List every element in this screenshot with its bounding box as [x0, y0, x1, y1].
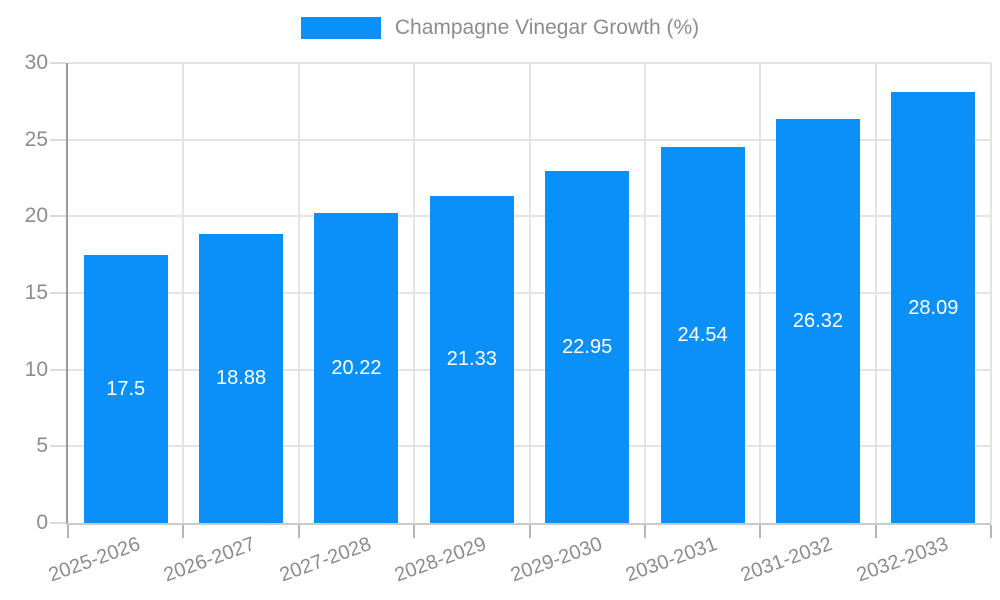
x-axis-line — [66, 523, 991, 525]
v-gridline — [528, 63, 531, 523]
bar-2026-2027: 18.88 — [199, 233, 284, 523]
y-tick-mark — [50, 292, 66, 294]
legend-swatch — [300, 17, 381, 39]
v-gridline — [990, 63, 992, 523]
x-tick-mark — [413, 525, 416, 538]
v-gridline — [759, 63, 762, 523]
bar-value-label: 24.54 — [677, 323, 728, 346]
x-tick-mark — [67, 525, 69, 538]
x-tick-mark — [182, 525, 185, 538]
bar-value-label: 18.88 — [216, 367, 267, 390]
x-axis-tick-label: 2028-2029 — [391, 533, 490, 587]
v-gridline — [297, 63, 300, 523]
plot-area: 17.5 18.88 20.22 21.33 22.95 24.54 26.32 28.09 … — [25, 51, 992, 586]
x-axis-tick-label: 2027-2028 — [276, 533, 374, 587]
chart-legend[interactable]: Champagne Vinegar Growth (%) — [0, 17, 1000, 39]
v-gridline — [643, 63, 646, 523]
y-tick-mark — [50, 62, 66, 64]
bar-value-label: 17.5 — [106, 377, 146, 400]
x-axis-tick-label: 2030-2031 — [622, 533, 721, 587]
bar-2030-2031: 24.54 — [660, 146, 745, 523]
x-axis-tick-label: 2029-2030 — [507, 533, 605, 587]
y-tick-mark — [50, 522, 66, 524]
y-axis-line — [66, 63, 68, 523]
bar-2029-2030: 22.95 — [545, 171, 630, 523]
v-gridline — [874, 63, 877, 523]
x-tick-mark — [643, 525, 646, 538]
x-axis-tick-label: 2025-2026 — [45, 533, 144, 587]
x-axis-tick-label: 2032-2033 — [853, 533, 951, 587]
y-axis-tick-label: 15 — [24, 281, 48, 304]
y-axis-tick-label: 0 — [36, 511, 48, 534]
y-tick-mark — [50, 445, 66, 448]
bar-value-label: 22.95 — [562, 336, 613, 359]
x-tick-mark — [528, 525, 531, 538]
y-axis-tick-label: 20 — [24, 204, 48, 228]
legend-label: Champagne Vinegar Growth (%) — [394, 16, 700, 39]
bar-value-label: 21.33 — [446, 348, 497, 371]
y-axis-tick-label: 10 — [24, 357, 48, 381]
x-tick-mark — [990, 525, 992, 538]
x-tick-mark — [759, 525, 762, 538]
y-axis-tick-label: 25 — [24, 127, 48, 151]
bar-value-label: 28.09 — [908, 296, 959, 319]
y-tick-mark — [50, 215, 66, 218]
bar-2028-2029: 21.33 — [429, 195, 514, 523]
bar-2027-2028: 20.22 — [314, 212, 399, 523]
bar-2025-2026: 17.5 — [83, 254, 168, 523]
y-axis-tick-label: 30 — [24, 51, 48, 74]
bar-value-label: 20.22 — [331, 356, 382, 379]
x-tick-mark — [874, 525, 877, 538]
x-tick-mark — [297, 525, 300, 538]
bar-2032-2033: 28.09 — [891, 92, 976, 523]
y-tick-mark — [50, 368, 66, 371]
x-axis-tick-label: 2031-2032 — [738, 533, 836, 587]
y-axis-tick-label: 5 — [36, 434, 48, 458]
bar-value-label: 26.32 — [792, 310, 843, 333]
bar-2031-2032: 26.32 — [775, 119, 860, 523]
v-gridline — [182, 63, 185, 523]
y-tick-mark — [50, 138, 66, 141]
v-gridline — [413, 63, 416, 523]
x-axis-tick-label: 2026-2027 — [161, 533, 259, 587]
